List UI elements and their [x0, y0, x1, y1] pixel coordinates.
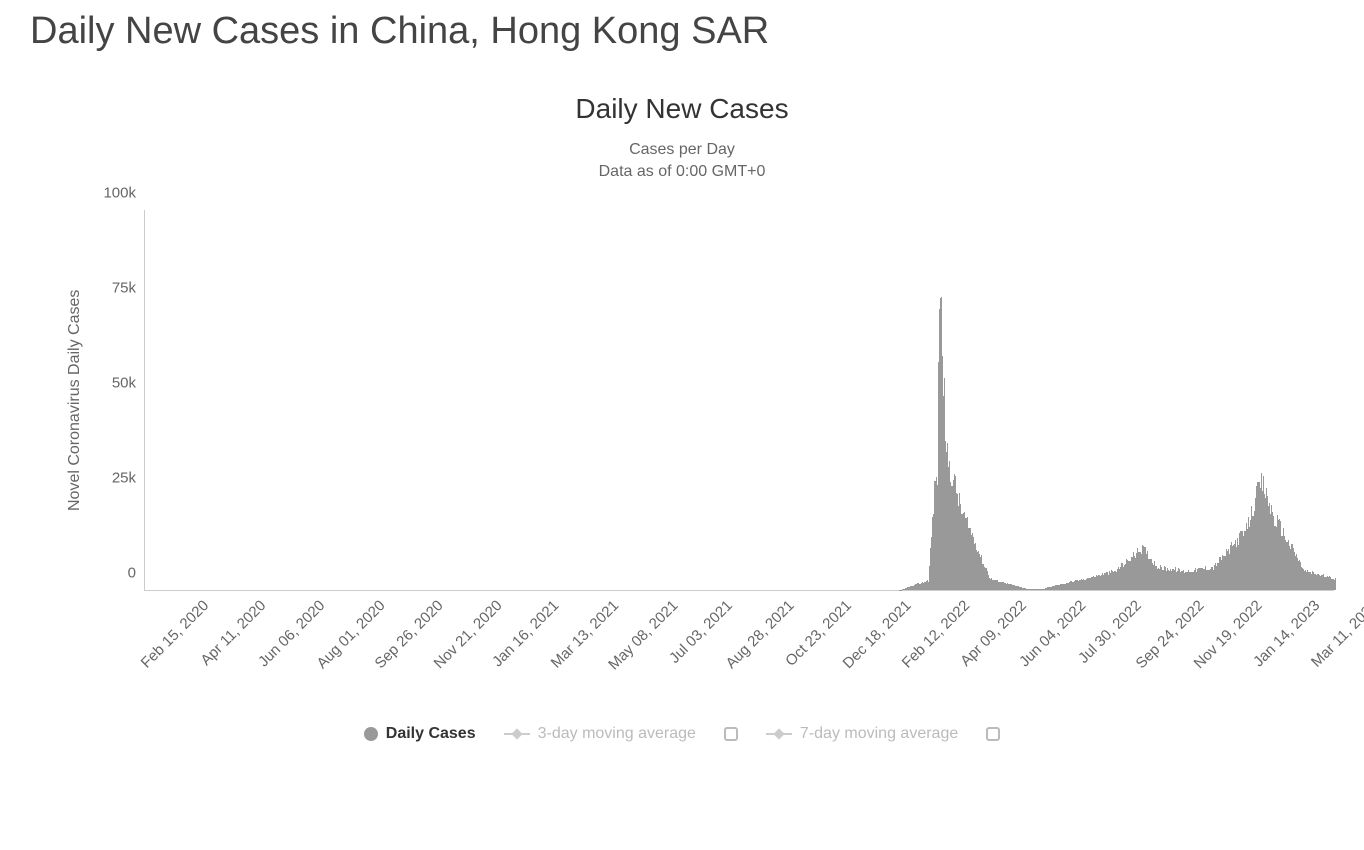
legend-checkbox-ma7[interactable]	[986, 727, 1000, 741]
legend-item-ma3[interactable]: 3-day moving average	[504, 725, 696, 743]
legend-item-daily[interactable]: Daily Cases	[364, 725, 476, 743]
legend-item-label: Daily Cases	[386, 725, 476, 743]
y-axis-tick: 50k	[112, 375, 136, 392]
y-axis-tick: 75k	[112, 280, 136, 297]
page-title: Daily New Cases in China, Hong Kong SAR	[30, 10, 1334, 53]
legend-swatch-line-icon	[766, 733, 792, 735]
legend-item-label: 3-day moving average	[538, 725, 696, 743]
plot-row: Novel Coronavirus Daily Cases 0 25k 50k 75k…	[60, 210, 1334, 591]
x-axis-labels: Feb 15, 2020Apr 11, 2020Jun 06, 2020Aug …	[156, 591, 1326, 721]
chart-container: Novel Coronavirus Daily Cases 0 25k 50k 75k…	[60, 210, 1334, 721]
y-axis-tick: 0	[128, 565, 136, 582]
plot-area[interactable]	[144, 210, 1334, 591]
chart-title: Daily New Cases	[30, 93, 1334, 125]
legend-swatch-line-icon	[504, 733, 530, 735]
plot-bars	[145, 210, 1334, 590]
legend-swatch-circle-icon	[364, 727, 378, 741]
page-root: Daily New Cases in China, Hong Kong SAR …	[0, 0, 1364, 850]
chart-subtitle-line-1: Cases per Day	[30, 139, 1334, 161]
y-axis-tick: 25k	[112, 470, 136, 487]
chart-subtitle: Cases per Day Data as of 0:00 GMT+0	[30, 139, 1334, 182]
y-axis-tick: 100k	[103, 185, 136, 202]
y-axis-labels: 025k50k75k100k	[84, 210, 144, 590]
chart-legend: Daily Cases 3-day moving average 7-day mov…	[30, 725, 1334, 743]
chart-subtitle-line-2: Data as of 0:00 GMT+0	[30, 161, 1334, 183]
y-axis-title: Novel Coronavirus Daily Cases	[60, 210, 84, 590]
legend-item-ma7[interactable]: 7-day moving average	[766, 725, 958, 743]
legend-item-label: 7-day moving average	[800, 725, 958, 743]
legend-checkbox-ma3[interactable]	[724, 727, 738, 741]
